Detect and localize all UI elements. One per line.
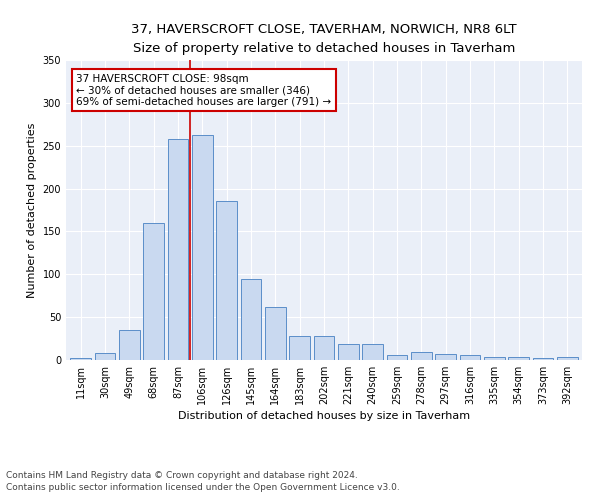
Bar xyxy=(338,344,359,360)
Bar xyxy=(508,356,529,360)
Bar xyxy=(460,355,481,360)
Bar xyxy=(557,358,578,360)
Y-axis label: Number of detached properties: Number of detached properties xyxy=(27,122,37,298)
X-axis label: Distribution of detached houses by size in Taverham: Distribution of detached houses by size … xyxy=(178,411,470,421)
Bar xyxy=(192,136,212,360)
Bar xyxy=(70,358,91,360)
Bar xyxy=(241,278,262,360)
Bar xyxy=(386,355,407,360)
Bar xyxy=(143,223,164,360)
Bar xyxy=(216,202,237,360)
Bar xyxy=(265,307,286,360)
Bar xyxy=(167,139,188,360)
Bar xyxy=(119,330,140,360)
Title: 37, HAVERSCROFT CLOSE, TAVERHAM, NORWICH, NR8 6LT
Size of property relative to d: 37, HAVERSCROFT CLOSE, TAVERHAM, NORWICH… xyxy=(131,22,517,54)
Bar xyxy=(362,344,383,360)
Bar xyxy=(289,336,310,360)
Bar xyxy=(95,353,115,360)
Text: Contains public sector information licensed under the Open Government Licence v3: Contains public sector information licen… xyxy=(6,484,400,492)
Bar xyxy=(484,356,505,360)
Text: 37 HAVERSCROFT CLOSE: 98sqm
← 30% of detached houses are smaller (346)
69% of se: 37 HAVERSCROFT CLOSE: 98sqm ← 30% of det… xyxy=(76,74,331,106)
Bar xyxy=(533,358,553,360)
Bar xyxy=(411,352,432,360)
Text: Contains HM Land Registry data © Crown copyright and database right 2024.: Contains HM Land Registry data © Crown c… xyxy=(6,471,358,480)
Bar xyxy=(314,336,334,360)
Bar xyxy=(436,354,456,360)
